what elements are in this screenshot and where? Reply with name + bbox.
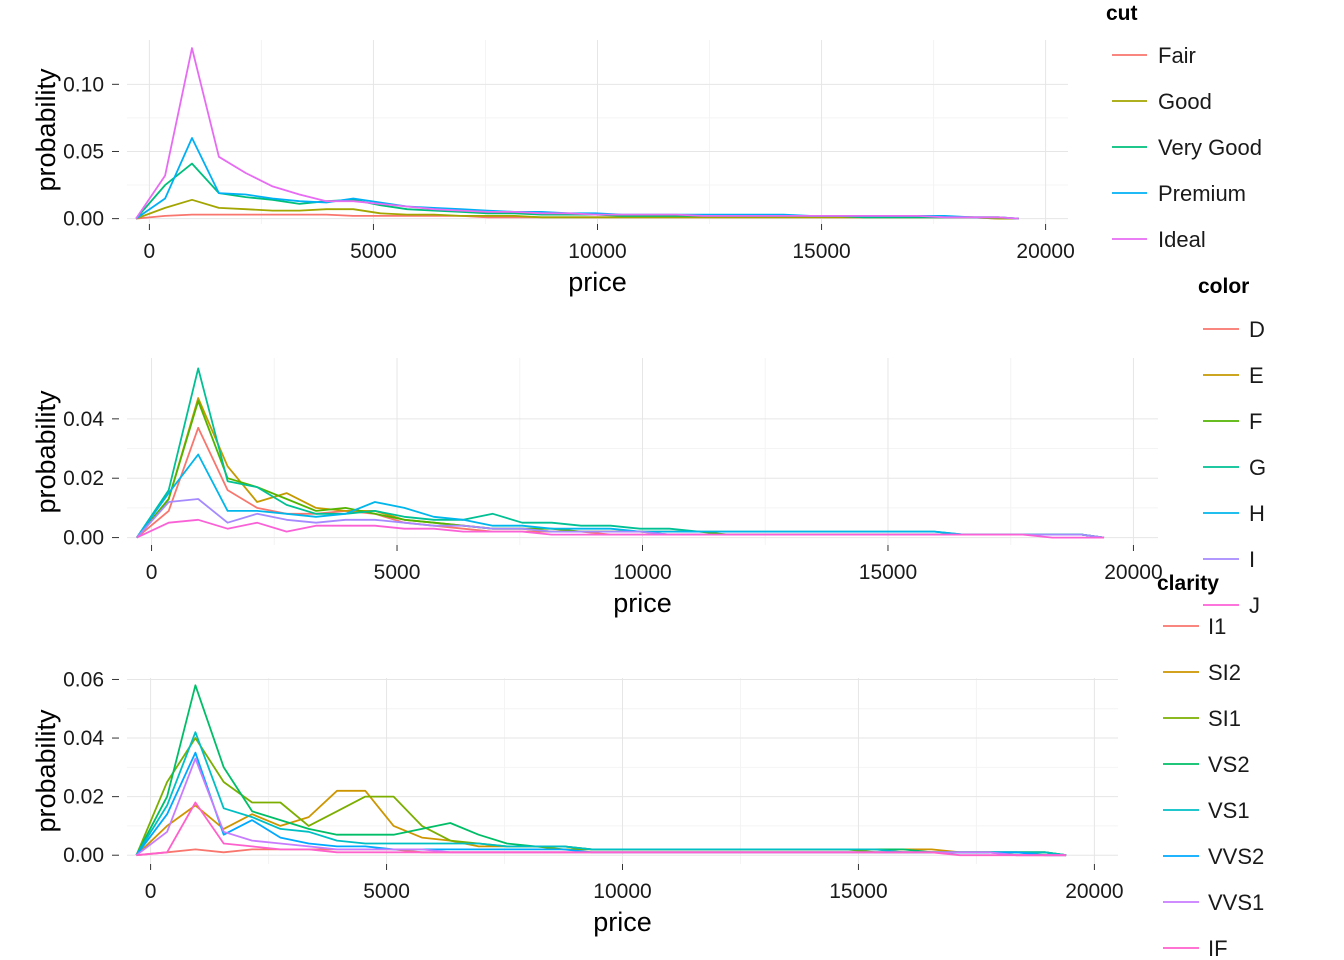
series-line-si2 bbox=[135, 789, 1067, 857]
y-tick-label: 0.02 bbox=[63, 467, 104, 490]
legend-label: E bbox=[1249, 363, 1264, 388]
y-axis-title: probability bbox=[31, 68, 61, 192]
legend-label: Very Good bbox=[1158, 135, 1262, 160]
legend-label: Good bbox=[1158, 89, 1212, 114]
series-line-vs1 bbox=[135, 731, 1067, 857]
x-tick-label: 15000 bbox=[829, 880, 887, 903]
legend-title: cut bbox=[1106, 2, 1138, 25]
legend-label: SI1 bbox=[1208, 706, 1241, 731]
legend-label: IF bbox=[1208, 936, 1228, 960]
y-tick-label: 0.00 bbox=[63, 527, 104, 550]
series-line-if bbox=[136, 801, 1067, 857]
y-tick-label: 0.05 bbox=[63, 140, 104, 163]
legend-label: Ideal bbox=[1158, 227, 1206, 252]
series-line-j bbox=[136, 518, 1104, 539]
legend-label: Premium bbox=[1158, 181, 1246, 206]
x-tick-label: 0 bbox=[145, 880, 157, 903]
grid bbox=[127, 358, 1158, 545]
series-line-vs2 bbox=[135, 684, 1067, 857]
legend-label: H bbox=[1249, 501, 1265, 526]
y-axis-title: probability bbox=[31, 709, 61, 833]
series-lines bbox=[135, 47, 1019, 220]
x-tick-label: 5000 bbox=[350, 240, 397, 263]
y-tick-label: 0.04 bbox=[63, 727, 104, 750]
series-line-d bbox=[136, 426, 1105, 539]
grid bbox=[127, 678, 1118, 864]
legend: clarity I1 SI2 SI1 VS2 VS1 VVS2 VVS1 IF bbox=[1157, 572, 1264, 960]
x-tick-label: 15000 bbox=[792, 240, 850, 263]
legend-label: I bbox=[1249, 547, 1255, 572]
x-tick-label: 10000 bbox=[593, 880, 651, 903]
y-tick-label: 0.02 bbox=[63, 786, 104, 809]
legend-label: VVS2 bbox=[1208, 844, 1264, 869]
series-line-premium bbox=[135, 137, 1019, 220]
legend-label: VS1 bbox=[1208, 798, 1250, 823]
x-axis-title: price bbox=[568, 267, 627, 297]
legend-label: I1 bbox=[1208, 614, 1226, 639]
chart-panel-2: 0 5000 10000 15000 20000 0.00 0.02 0.04 price pro… bbox=[31, 275, 1266, 618]
series-line-vvs2 bbox=[135, 751, 1067, 857]
x-tick-label: 10000 bbox=[613, 561, 671, 584]
series-lines bbox=[136, 367, 1105, 539]
series-lines bbox=[135, 684, 1067, 857]
legend-label: G bbox=[1249, 455, 1266, 480]
series-line-ideal bbox=[135, 47, 1019, 220]
legend-label: D bbox=[1249, 317, 1265, 342]
x-tick-label: 5000 bbox=[363, 880, 410, 903]
x-tick-label: 20000 bbox=[1104, 561, 1162, 584]
series-line-i bbox=[136, 498, 1105, 539]
legend: cut Fair Good Very Good Premium Ideal bbox=[1106, 2, 1262, 252]
x-tick-label: 5000 bbox=[374, 561, 421, 584]
axes: 0 5000 10000 15000 20000 0.00 0.02 0.04 0.06 pric… bbox=[31, 668, 1124, 937]
chart-panel-3: 0 5000 10000 15000 20000 0.00 0.02 0.04 0.06 pric… bbox=[31, 572, 1264, 960]
y-tick-label: 0.06 bbox=[63, 668, 104, 691]
x-tick-label: 0 bbox=[146, 561, 158, 584]
series-line-h bbox=[136, 453, 1105, 539]
x-axis-title: price bbox=[613, 588, 672, 618]
y-tick-label: 0.00 bbox=[63, 208, 104, 231]
y-tick-label: 0.04 bbox=[63, 408, 104, 431]
legend-label: VVS1 bbox=[1208, 890, 1264, 915]
legend-label: SI2 bbox=[1208, 660, 1241, 685]
chart-panel-1: 0 5000 10000 15000 20000 0.00 0.05 0.10 price pro… bbox=[31, 2, 1262, 297]
x-tick-label: 20000 bbox=[1016, 240, 1074, 263]
legend-title: clarity bbox=[1157, 572, 1219, 595]
x-tick-label: 0 bbox=[144, 240, 156, 263]
legend-label: VS2 bbox=[1208, 752, 1250, 777]
series-line-f bbox=[136, 400, 1105, 539]
legend-label: Fair bbox=[1158, 43, 1196, 68]
legend-label: J bbox=[1249, 593, 1260, 618]
axes: 0 5000 10000 15000 20000 0.00 0.02 0.04 price pro… bbox=[31, 390, 1163, 618]
x-tick-label: 10000 bbox=[568, 240, 626, 263]
y-tick-label: 0.10 bbox=[63, 73, 104, 96]
y-axis-title: probability bbox=[31, 390, 61, 514]
legend-label: F bbox=[1249, 409, 1262, 434]
y-tick-label: 0.00 bbox=[63, 844, 104, 867]
x-axis-title: price bbox=[593, 907, 652, 937]
x-tick-label: 20000 bbox=[1065, 880, 1123, 903]
series-line-vvs1 bbox=[135, 757, 1067, 857]
x-tick-label: 15000 bbox=[859, 561, 917, 584]
axes: 0 5000 10000 15000 20000 0.00 0.05 0.10 price pro… bbox=[31, 68, 1075, 297]
grid bbox=[127, 40, 1068, 224]
legend-title: color bbox=[1198, 275, 1249, 298]
